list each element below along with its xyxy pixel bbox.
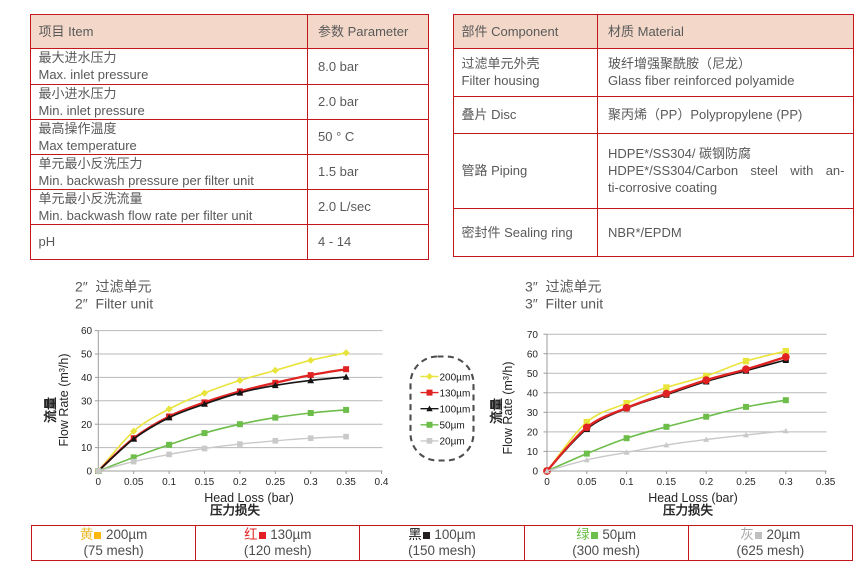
svg-text:0.2: 0.2 [699, 477, 713, 488]
svg-text:2″ Filter unit: 2″ Filter unit [75, 296, 153, 312]
svg-text:20: 20 [527, 428, 539, 439]
svg-text:0.05: 0.05 [124, 477, 144, 488]
svg-text:50: 50 [527, 369, 539, 380]
svg-text:压力损失: 压力损失 [663, 503, 714, 518]
svg-text:Flow Rate (m³/h): Flow Rate (m³/h) [501, 361, 515, 454]
svg-text:0: 0 [544, 477, 550, 488]
svg-text:0.05: 0.05 [577, 477, 597, 488]
svg-text:10: 10 [81, 443, 93, 454]
svg-text:50: 50 [81, 350, 93, 361]
svg-text:50µm: 50µm [440, 421, 465, 432]
svg-text:60: 60 [81, 326, 93, 337]
svg-text:30: 30 [527, 408, 539, 419]
svg-text:0.35: 0.35 [816, 477, 836, 488]
svg-text:0.4: 0.4 [375, 477, 389, 488]
svg-text:0.15: 0.15 [195, 477, 215, 488]
svg-text:130µm: 130µm [440, 388, 471, 399]
svg-text:2″ 过滤单元: 2″ 过滤单元 [75, 279, 152, 295]
svg-text:30: 30 [81, 396, 93, 407]
svg-text:0: 0 [532, 467, 538, 478]
svg-text:0.25: 0.25 [266, 477, 286, 488]
svg-text:压力损失: 压力损失 [210, 503, 261, 518]
svg-text:200µm: 200µm [440, 372, 471, 383]
svg-text:Head Loss (bar): Head Loss (bar) [204, 491, 294, 505]
svg-text:70: 70 [527, 330, 539, 341]
svg-text:60: 60 [527, 349, 539, 360]
svg-text:40: 40 [527, 388, 539, 399]
svg-text:0.25: 0.25 [736, 477, 756, 488]
svg-text:0.15: 0.15 [657, 477, 677, 488]
svg-text:0.1: 0.1 [620, 477, 634, 488]
svg-text:0.35: 0.35 [336, 477, 356, 488]
svg-text:0.1: 0.1 [162, 477, 176, 488]
svg-text:3″ Filter unit: 3″ Filter unit [525, 296, 603, 312]
svg-text:流量: 流量 [43, 397, 58, 423]
svg-text:40: 40 [81, 373, 93, 384]
svg-text:10: 10 [527, 447, 539, 458]
svg-text:20µm: 20µm [440, 437, 465, 448]
svg-text:0: 0 [96, 477, 102, 488]
svg-text:20: 20 [81, 420, 93, 431]
svg-text:0.2: 0.2 [233, 477, 247, 488]
svg-text:流量: 流量 [489, 398, 504, 424]
svg-text:0.3: 0.3 [304, 477, 318, 488]
svg-text:Head Loss (bar): Head Loss (bar) [648, 491, 738, 505]
svg-text:0.3: 0.3 [779, 477, 793, 488]
svg-text:Flow Rate (m³/h): Flow Rate (m³/h) [57, 353, 71, 446]
svg-text:3″ 过滤单元: 3″ 过滤单元 [525, 279, 602, 295]
svg-text:100µm: 100µm [440, 405, 471, 416]
svg-text:0: 0 [87, 467, 93, 478]
